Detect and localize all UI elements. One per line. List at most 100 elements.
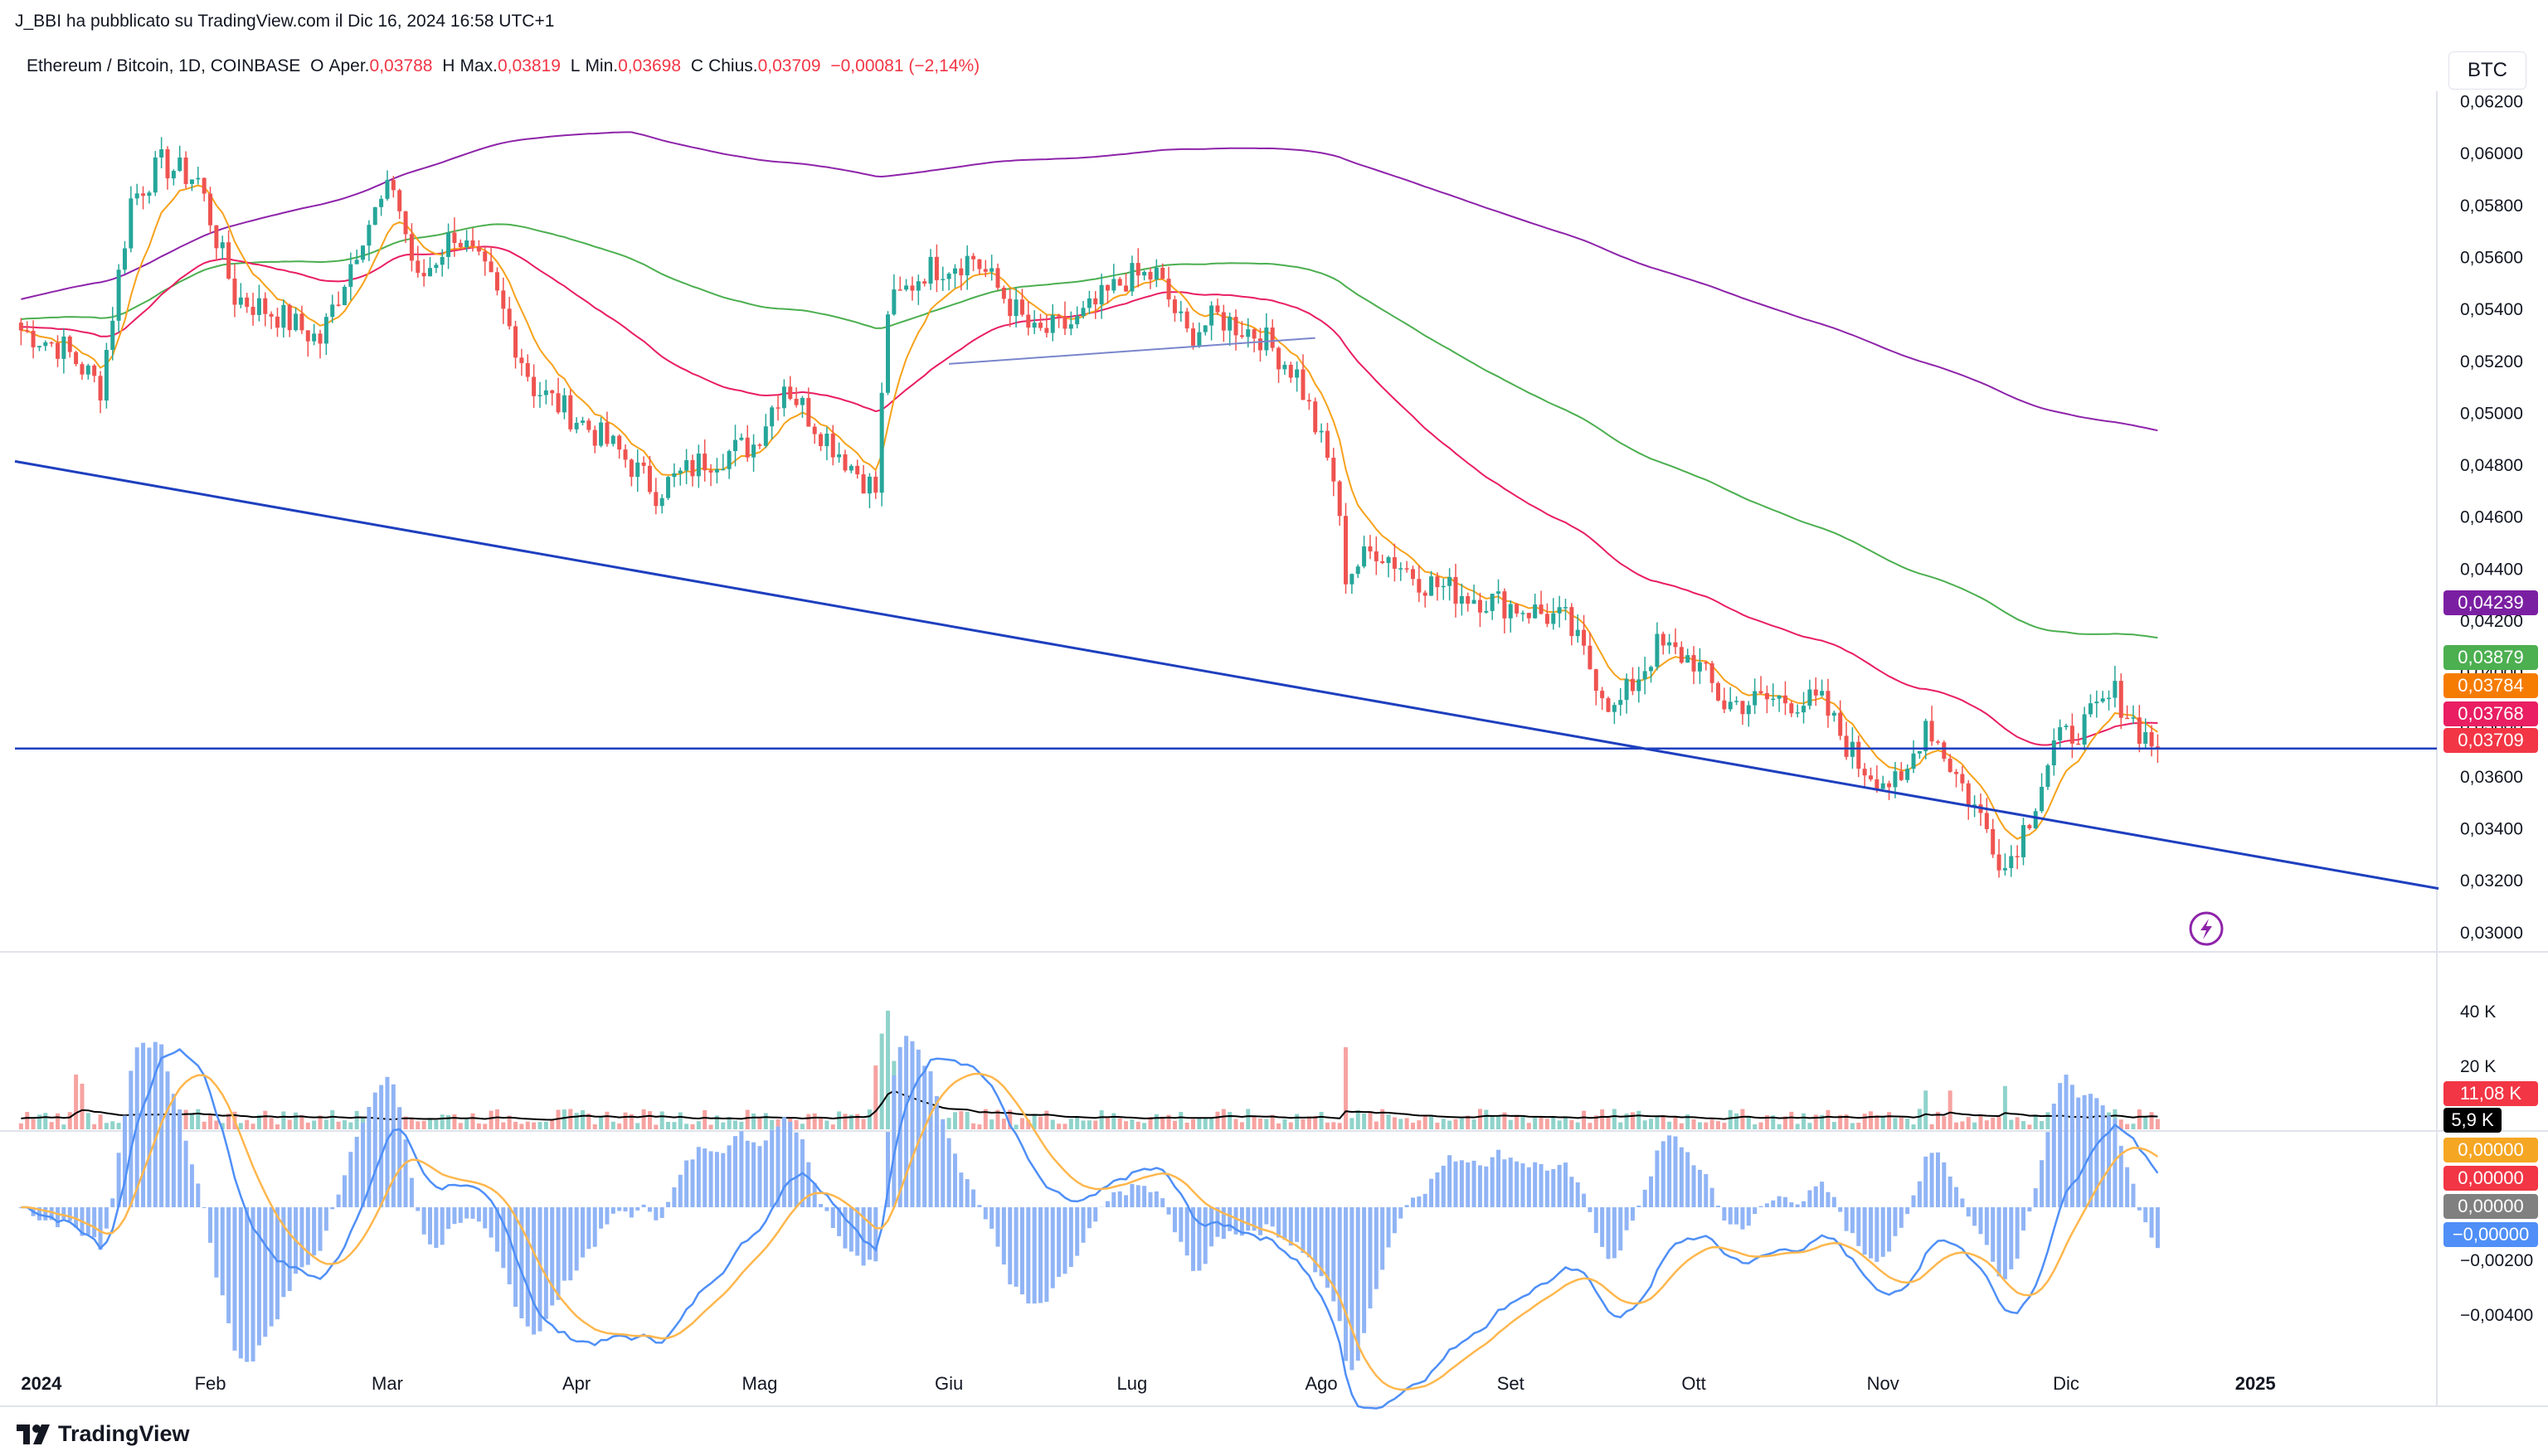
candle-body [2143, 732, 2148, 744]
macd-histogram-bar [1691, 1165, 1696, 1207]
volume-bar [256, 1114, 261, 1129]
volume-bar [183, 1109, 188, 1129]
macd-histogram-bar [1337, 1207, 1342, 1322]
volume-bar [990, 1119, 994, 1129]
volume-bar [1331, 1122, 1336, 1129]
low-value: 0,03698 [618, 56, 682, 75]
candle-body [1575, 629, 1580, 637]
macd-histogram-bar [1257, 1207, 1262, 1235]
volume-bar [501, 1122, 506, 1129]
candle-body [1276, 347, 1281, 370]
volume-tick-label: 20 K [2460, 1057, 2496, 1076]
currency-button[interactable]: BTC [2448, 51, 2526, 90]
time-axis-label: Dic [2053, 1373, 2079, 1394]
volume-bar [623, 1112, 628, 1129]
candle-body [1691, 655, 1696, 672]
macd-badge-1: 0,00000 [2443, 1138, 2538, 1162]
time-axis-label: Ago [1306, 1373, 1338, 1394]
candle-body [1746, 705, 1751, 715]
candle-body [1582, 629, 1587, 646]
candle-body [1661, 633, 1665, 646]
candle-body [31, 331, 36, 347]
macd-histogram-bar [1722, 1207, 1727, 1221]
price-tick-label: 0,05600 [2460, 248, 2523, 267]
macd-histogram-bar [245, 1207, 250, 1362]
candle-body [1753, 691, 1758, 706]
macd-histogram-bar [1539, 1163, 1544, 1207]
candle-body [1972, 804, 1977, 806]
candle-body [2058, 727, 2063, 740]
volume-bar [1753, 1124, 1758, 1129]
macd-histogram-bar [483, 1207, 488, 1229]
volume-bar [678, 1112, 683, 1129]
macd-histogram-bar [1734, 1207, 1739, 1225]
macd-histogram-bar [532, 1207, 537, 1335]
open-value: 0,03788 [369, 56, 433, 75]
volume-bar [513, 1121, 518, 1129]
macd-histogram-bar [2058, 1083, 2063, 1207]
tradingview-logo[interactable]: TradingView [17, 1421, 190, 1447]
volume-bar [1679, 1123, 1684, 1129]
macd-histogram-bar [1758, 1206, 1763, 1207]
macd-histogram-bar [1233, 1207, 1238, 1235]
candle-body [263, 298, 268, 314]
candle-body [922, 281, 927, 284]
volume-bar [275, 1124, 280, 1129]
candle-body [61, 336, 66, 359]
volume-bar [1593, 1115, 1598, 1129]
volume-bar [1782, 1116, 1787, 1129]
macd-histogram-bar [1942, 1162, 1947, 1207]
channel-line [949, 337, 1315, 365]
macd-histogram-bar [287, 1207, 292, 1292]
volume-bar [1508, 1119, 1513, 1129]
macd-histogram-bar [2051, 1104, 2056, 1207]
macd-histogram-bar [1471, 1160, 1476, 1207]
candle-body [1636, 679, 1641, 692]
candle-body [696, 454, 701, 477]
macd-histogram-bar [1019, 1207, 1024, 1295]
macd-histogram-bar [617, 1207, 622, 1211]
volume-bar [1820, 1114, 1825, 1129]
candle-body [403, 211, 408, 235]
candle-body [562, 395, 566, 413]
macd-histogram-bar [696, 1147, 701, 1207]
candle-body [1728, 701, 1733, 710]
candle-body [2040, 786, 2045, 812]
macd-histogram-bar [977, 1205, 982, 1207]
volume-bar [867, 1109, 872, 1129]
candle-body [2118, 681, 2123, 718]
volume-bar [1533, 1118, 1538, 1129]
macd-histogram-bar [43, 1207, 48, 1221]
macd-histogram-bar [116, 1153, 121, 1207]
volume-bar [1319, 1111, 1324, 1129]
symbol-name[interactable]: Ethereum / Bitcoin, 1D, COINBASE [27, 56, 301, 75]
macd-histogram-bar [1557, 1164, 1562, 1207]
macd-histogram-bar [1038, 1207, 1043, 1303]
candle-body [1679, 647, 1684, 663]
volume-bar [1008, 1109, 1013, 1129]
candle-body [776, 407, 780, 409]
macd-histogram-bar [1172, 1207, 1177, 1233]
macd-histogram-bar [1875, 1207, 1879, 1262]
candle-body [1813, 689, 1818, 696]
candle-body [2033, 811, 2038, 828]
candle-body [586, 420, 591, 430]
volume-bar [666, 1122, 671, 1129]
candle-body [1203, 325, 1208, 332]
volume-bar [1704, 1122, 1709, 1129]
macd-histogram-bar [1081, 1207, 1086, 1243]
candle-body [348, 264, 353, 287]
volume-bar [745, 1109, 750, 1129]
published-by: J_BBI ha pubblicato su TradingView.com i… [15, 12, 555, 31]
macd-histogram-bar [1899, 1207, 1904, 1228]
macd-histogram-bar [1466, 1162, 1471, 1207]
macd-histogram-bar [421, 1207, 426, 1235]
candle-body [1782, 695, 1787, 704]
volume-bar [843, 1114, 848, 1129]
macd-histogram-bar [92, 1207, 97, 1238]
candle-body [605, 422, 610, 444]
volume-bar [1484, 1109, 1489, 1129]
volume-bar [312, 1120, 317, 1129]
volume-bar [1697, 1122, 1702, 1129]
